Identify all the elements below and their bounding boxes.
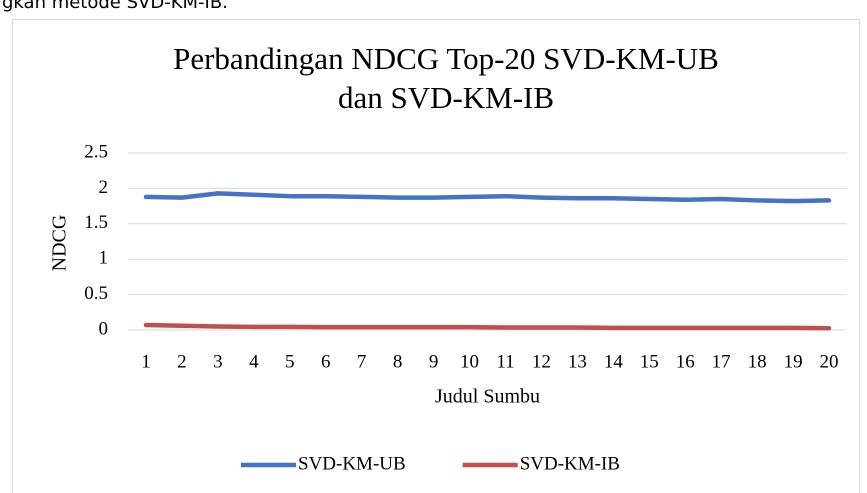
x-tick-label: 18 [748, 351, 767, 372]
series-line [143, 191, 832, 204]
x-tick-label: 19 [784, 351, 803, 372]
caption: gkan metode SVD-KM-IB. [2, 0, 228, 13]
x-tick-label: 13 [568, 351, 587, 372]
x-tick-label: 7 [357, 351, 367, 372]
y-tick-label: 2.5 [84, 141, 108, 162]
chart-title: Perbandingan NDCG Top-20 SVD-KM-UB [173, 41, 719, 76]
y-tick-label: 0.5 [84, 283, 108, 304]
x-tick-label: 17 [712, 351, 731, 372]
x-tick-label: 14 [604, 351, 624, 372]
legend-label: SVD-KM-IB [520, 453, 620, 474]
x-tick-label: 9 [429, 351, 439, 372]
x-tick-label: 20 [820, 351, 839, 372]
x-tick-label: 4 [249, 351, 259, 372]
y-tick-label: 1.5 [84, 212, 108, 233]
x-tick-label: 11 [496, 351, 514, 372]
x-tick-label: 2 [177, 351, 187, 372]
x-tick-label: 12 [532, 351, 551, 372]
y-tick-label: 0 [99, 318, 109, 339]
x-tick-label: 3 [213, 351, 223, 372]
x-tick-label: 10 [460, 351, 479, 372]
x-tick-label: 8 [393, 351, 403, 372]
x-tick-label: 6 [321, 351, 331, 372]
x-tick-label: 5 [285, 351, 295, 372]
series-line [143, 322, 832, 331]
x-tick-label: 16 [676, 351, 695, 372]
legend-label: SVD-KM-UB [298, 453, 406, 474]
y-axis-label: NDCG [49, 215, 71, 272]
x-axis-label: Judul Sumbu [435, 386, 540, 408]
y-tick-label: 1 [99, 248, 109, 269]
x-tick-label: 1 [141, 351, 151, 372]
chart-border [12, 19, 860, 493]
y-tick-label: 2 [99, 177, 109, 198]
chart-title: dan SVD-KM-IB [338, 80, 554, 115]
x-tick-label: 15 [640, 351, 659, 372]
